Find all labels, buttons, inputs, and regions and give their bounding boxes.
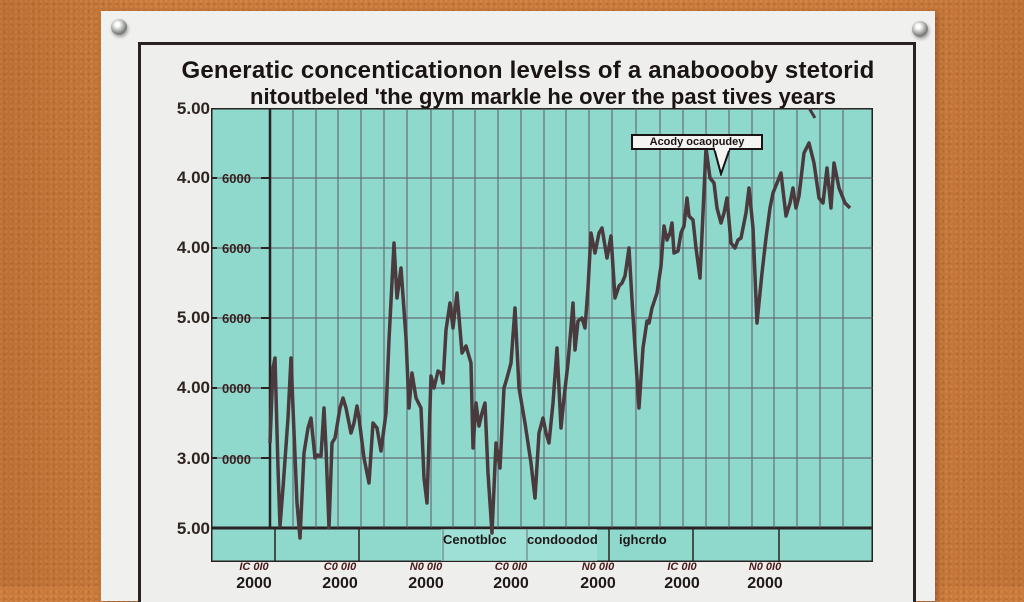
x-tick-label-small: C0 0I0 <box>494 561 528 573</box>
y-inner-tick-label: 0000 <box>222 452 251 467</box>
legend-label: condoodod <box>527 532 598 547</box>
y-tick-label: 4.00 <box>176 168 210 187</box>
x-tick-label: 2000 <box>236 575 272 592</box>
y-tick-label: 5.00 <box>176 519 210 538</box>
y-tick-label: 4.00 <box>176 378 210 397</box>
x-tick-label: 2000 <box>747 575 783 592</box>
y-tick-label: 3.00 <box>176 449 210 468</box>
plot-area <box>209 106 875 564</box>
x-tick-label: 2000 <box>664 575 700 592</box>
y-tick-label: 4.00 <box>176 238 210 257</box>
pushpin-icon <box>912 21 928 37</box>
data-line <box>268 141 852 540</box>
y-inner-tick-label: 6000 <box>222 311 251 326</box>
y-tick-label: 5.00 <box>176 308 210 327</box>
y-inner-tick-label: 0000 <box>222 381 251 396</box>
chart-title-line1: Generatic concenticationon levelss of a … <box>181 57 875 84</box>
annotation-text: Acody ocaopudey <box>649 136 745 148</box>
annotation-callout: Acody ocaopudey <box>631 134 763 150</box>
chart-subtitle: nitoutbeled 'the gym markle he over the … <box>250 84 836 109</box>
chart-title: Generatic concenticationon levelss of a … <box>140 58 916 110</box>
x-tick-label-small: N0 0I0 <box>409 561 443 573</box>
y-inner-tick-label: 6000 <box>222 241 251 256</box>
x-tick-label: 2000 <box>580 575 616 592</box>
line-chart-svg <box>209 106 875 564</box>
x-tick-label-small: N0 0I0 <box>748 561 782 573</box>
x-tick-label: 2000 <box>322 575 358 592</box>
pushpin-icon <box>111 19 127 35</box>
x-tick-label-small: N0 0I0 <box>581 561 615 573</box>
x-tick-label: 2000 <box>493 575 529 592</box>
y-tick-label: 5.00 <box>176 99 210 118</box>
x-tick-label: 2000 <box>408 575 444 592</box>
y-inner-tick-label: 6000 <box>222 171 251 186</box>
x-tick-label-small: IC 0I0 <box>239 561 269 573</box>
callout-pointer <box>712 148 732 176</box>
x-tick-label-small: C0 0I0 <box>323 561 357 573</box>
legend-label: Cenotbloc <box>443 532 507 547</box>
legend-label: ighcrdo <box>619 532 667 547</box>
x-tick-label-small: IC 0I0 <box>667 561 697 573</box>
